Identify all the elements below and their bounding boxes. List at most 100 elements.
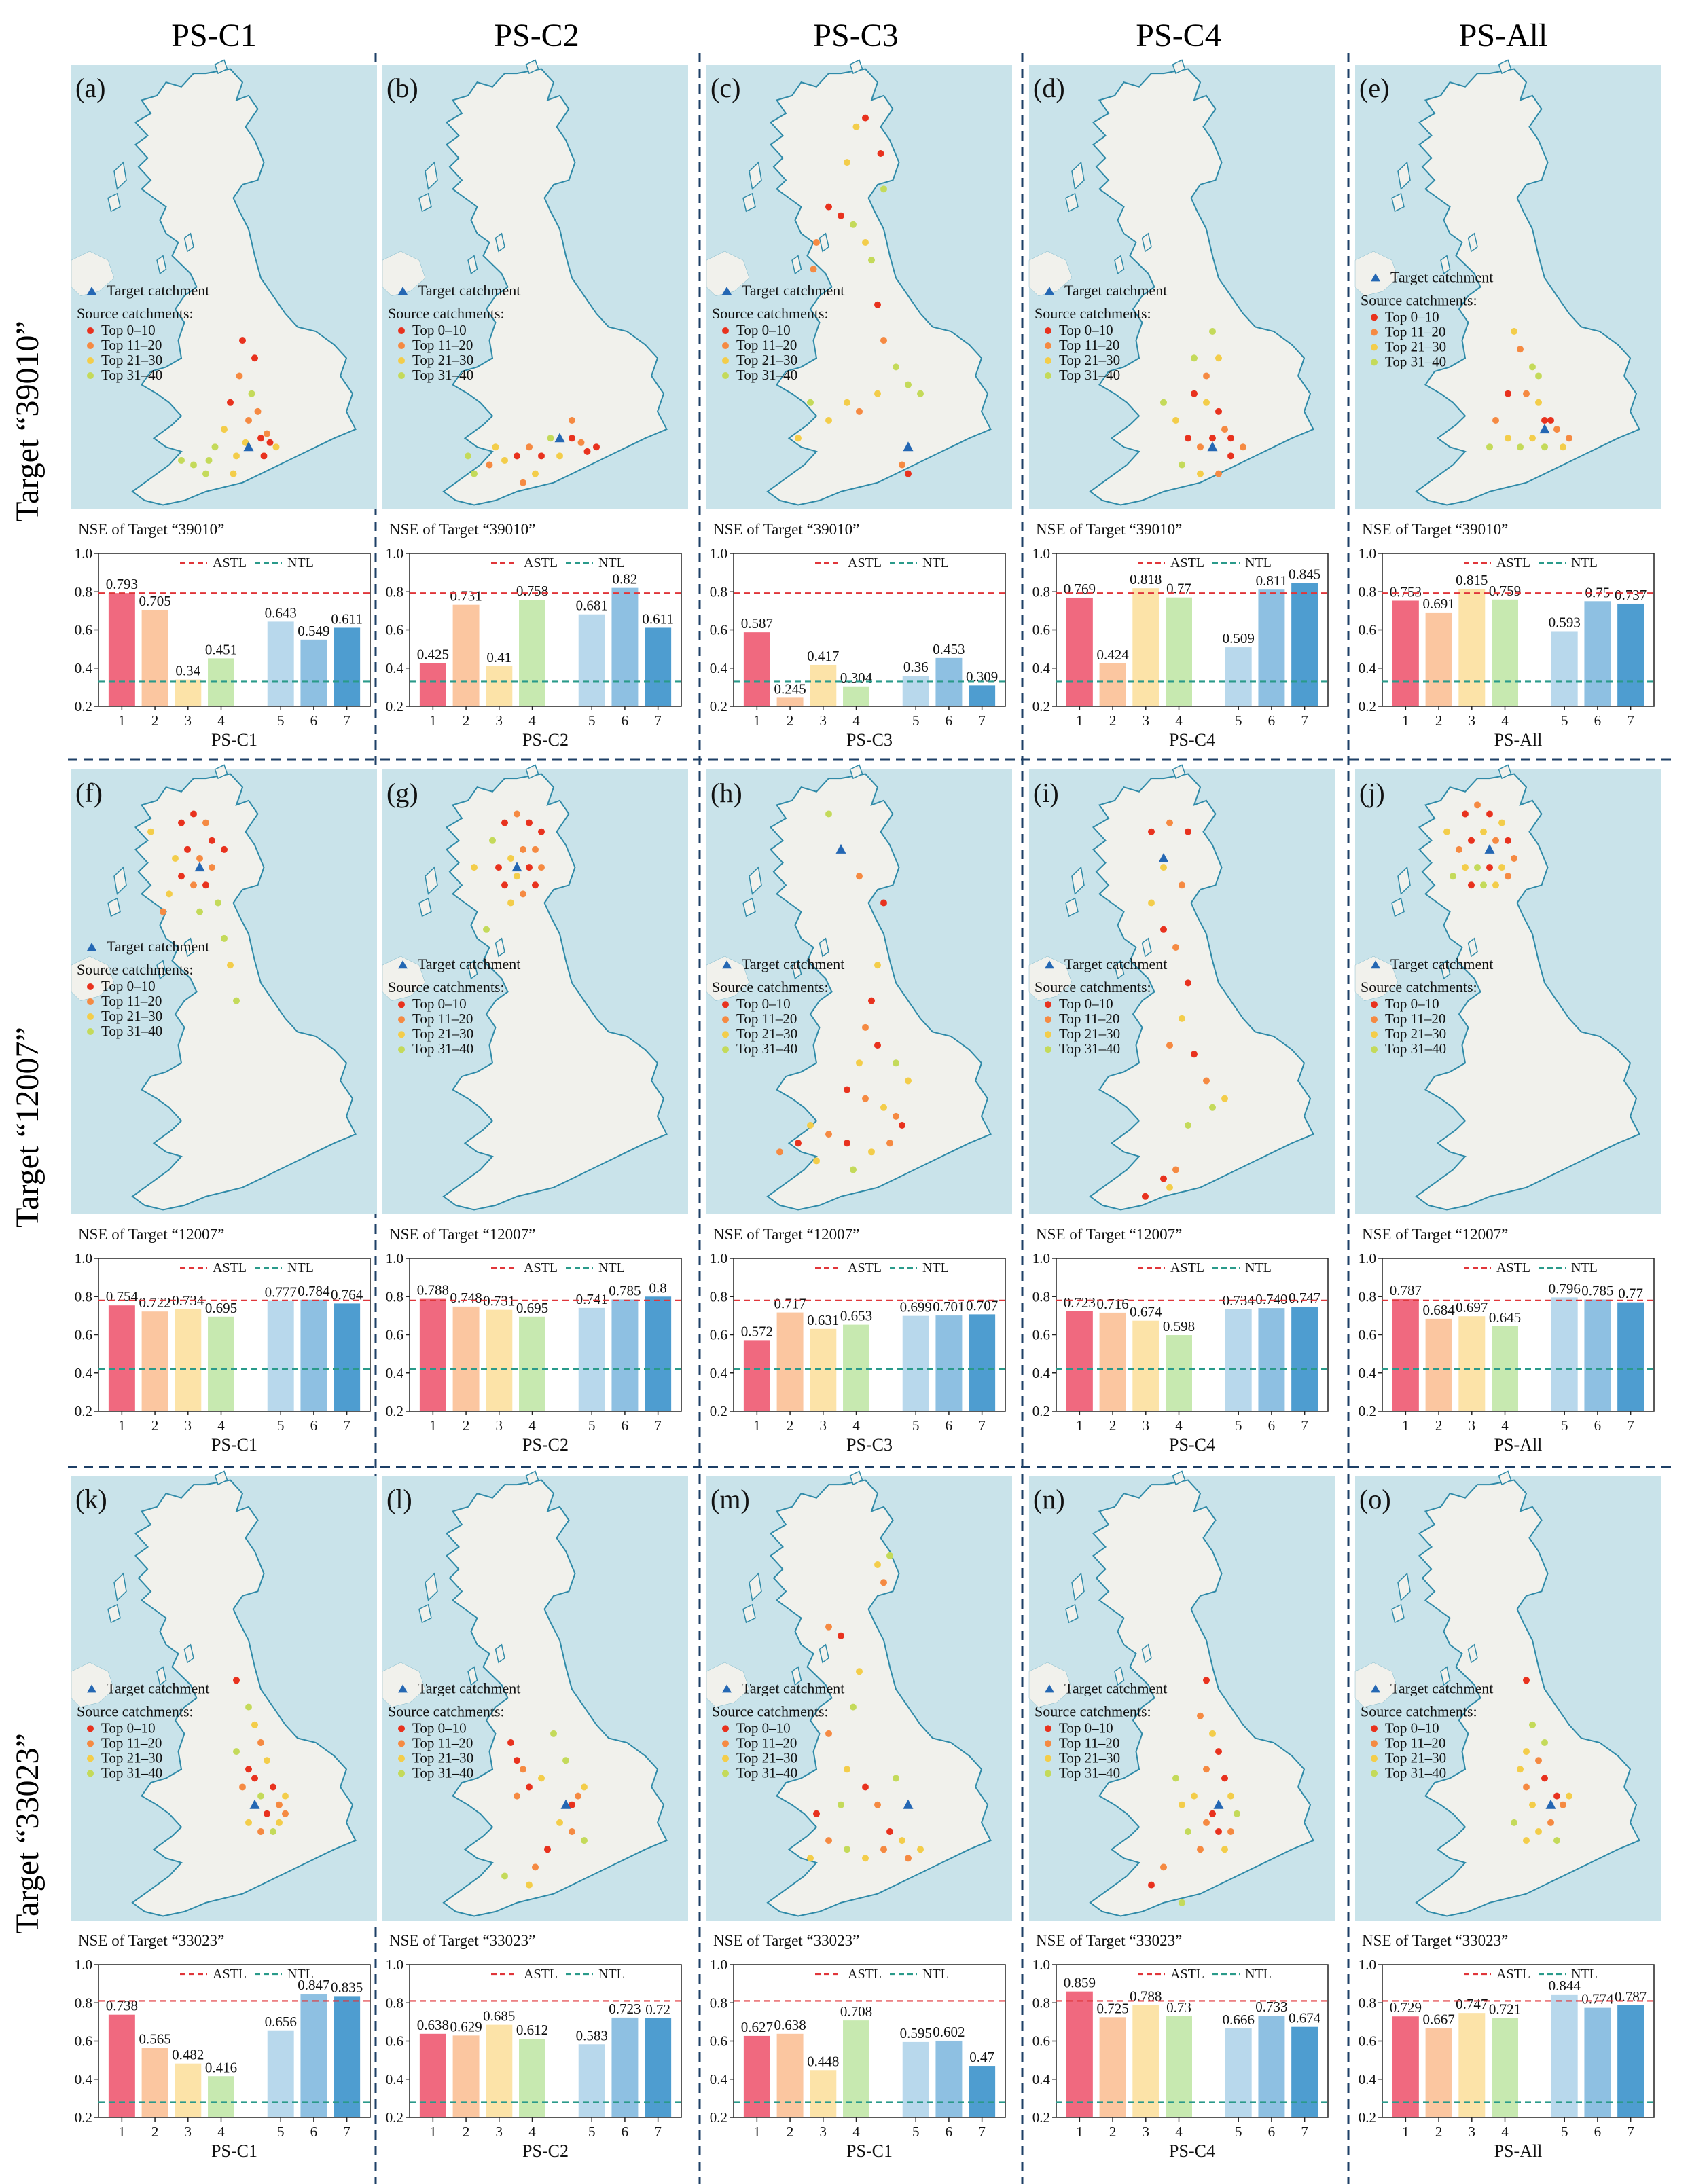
great-britain-land: [768, 1480, 991, 1916]
ireland-land: [382, 251, 425, 296]
source-catchment-dot: [233, 997, 240, 1004]
source-catchment-dot: [221, 426, 228, 433]
bar: [1258, 1308, 1285, 1411]
legend-dot-icon: [1045, 1770, 1051, 1777]
source-catchment-dot: [868, 257, 875, 264]
x-tick-label: 4: [1501, 2124, 1509, 2140]
bar: [208, 1316, 234, 1411]
island-land: [1066, 1605, 1078, 1622]
legend-ntl-label: NTL: [598, 1260, 625, 1275]
source-catchment-dot: [276, 1819, 283, 1826]
legend-target-icon: [722, 287, 732, 295]
bar: [1492, 2018, 1518, 2117]
bar-value-label: 0.835: [331, 1979, 363, 1995]
source-catchment-dot: [1511, 855, 1517, 862]
legend-dot-icon: [398, 372, 405, 380]
bar-value-label: 0.245: [774, 680, 806, 697]
source-catchment-dot: [1535, 399, 1542, 406]
legend-item-label: Top 0–10: [736, 1719, 791, 1736]
row-label-39010: Target “39010”: [10, 321, 46, 522]
bar-value-label: 0.723: [609, 2001, 641, 2017]
source-catchment-dot: [526, 864, 533, 871]
x-axis-label: PS-C3: [846, 1435, 893, 1455]
bar-chart-title: NSE of Target “33023”: [389, 1932, 535, 1949]
source-catchment-dot: [1221, 1095, 1228, 1102]
island-land: [850, 1471, 863, 1485]
x-tick-label: 5: [1235, 712, 1242, 729]
x-tick-label: 3: [820, 712, 827, 729]
bar-value-label: 0.565: [139, 2031, 170, 2047]
x-tick-label: 6: [310, 712, 318, 729]
bar: [935, 1315, 963, 1411]
legend-item-label: Top 31–40: [1059, 1764, 1120, 1781]
source-catchment-dot: [556, 452, 563, 460]
legend-item-label: Top 21–30: [101, 352, 162, 368]
bar-value-label: 0.731: [483, 1293, 515, 1309]
source-catchment-dot: [850, 221, 857, 228]
source-catchment-dot: [1468, 837, 1475, 844]
legend-item-label: Top 31–40: [736, 367, 797, 383]
legend-source-title: Source catchments:: [388, 305, 505, 322]
legend-dot-icon: [87, 1013, 94, 1020]
x-tick-label: 4: [852, 2124, 860, 2140]
island-land: [850, 765, 863, 778]
great-britain-land: [132, 1480, 356, 1916]
legend-target-label: Target catchment: [1390, 268, 1493, 285]
y-tick-label: 0.2: [386, 1403, 403, 1419]
y-tick-label: 0.2: [1032, 698, 1050, 714]
source-catchment-dot: [257, 435, 264, 442]
bar: [334, 1303, 361, 1411]
source-catchment-dot: [1191, 390, 1198, 397]
island-land: [792, 1667, 802, 1685]
source-catchment-dot: [257, 1792, 264, 1800]
legend-dot-icon: [398, 1725, 405, 1732]
legend-source-title: Source catchments:: [388, 1703, 505, 1719]
source-catchment-dot: [1492, 417, 1499, 424]
legend-ntl-label: NTL: [922, 1967, 949, 1982]
x-tick-label: 6: [622, 2124, 629, 2140]
x-tick-label: 5: [912, 2124, 920, 2140]
island-land: [215, 1471, 228, 1485]
y-tick-label: 1.0: [386, 1250, 403, 1267]
bar: [1458, 589, 1486, 706]
source-catchment-dot: [874, 1042, 881, 1049]
bar: [300, 639, 327, 706]
ireland-land: [706, 251, 749, 296]
source-catchment-dot: [532, 470, 539, 477]
island-land: [743, 194, 755, 211]
legend-target-icon: [87, 287, 96, 295]
source-catchment-dot: [514, 873, 520, 880]
bar: [1584, 1299, 1611, 1411]
legend-dot-icon: [1045, 1740, 1051, 1747]
x-tick-label: 7: [1301, 712, 1308, 729]
legend-item-label: Top 11–20: [736, 1734, 797, 1751]
legend-item-label: Top 21–30: [412, 1025, 473, 1042]
legend-source-title: Source catchments:: [1035, 305, 1151, 322]
source-catchment-dot: [1462, 864, 1469, 871]
source-catchment-dot: [538, 452, 545, 460]
y-tick-label: 0.8: [75, 1288, 92, 1305]
bar-chart-title: NSE of Target “39010”: [1362, 521, 1508, 538]
panel-letter: (c): [711, 73, 740, 103]
legend-dot-icon: [398, 1001, 405, 1008]
source-catchment-dot: [471, 864, 478, 871]
bar-value-label: 0.509: [1223, 630, 1255, 647]
legend-astl-label: ASTL: [1496, 556, 1530, 570]
y-tick-label: 0.6: [1032, 622, 1050, 638]
island-land: [468, 1667, 478, 1685]
y-tick-label: 1.0: [1359, 1250, 1376, 1267]
x-tick-label: 3: [1469, 2124, 1476, 2140]
target-catchment-marker: [194, 862, 205, 872]
source-catchment-dot: [178, 819, 185, 826]
bar-value-label: 0.788: [417, 1282, 449, 1298]
legend-dot-icon: [1045, 1725, 1051, 1732]
source-catchment-dot: [1535, 372, 1542, 380]
x-tick-label: 7: [1627, 1417, 1634, 1434]
ireland-land: [1029, 1662, 1072, 1707]
source-catchment-dot: [1227, 435, 1234, 442]
island-land: [1173, 1471, 1185, 1485]
source-catchment-dot: [211, 443, 219, 451]
source-catchment-dot: [1203, 399, 1210, 406]
x-tick-label: 4: [1175, 712, 1183, 729]
legend-ntl-label: NTL: [1571, 1967, 1598, 1982]
